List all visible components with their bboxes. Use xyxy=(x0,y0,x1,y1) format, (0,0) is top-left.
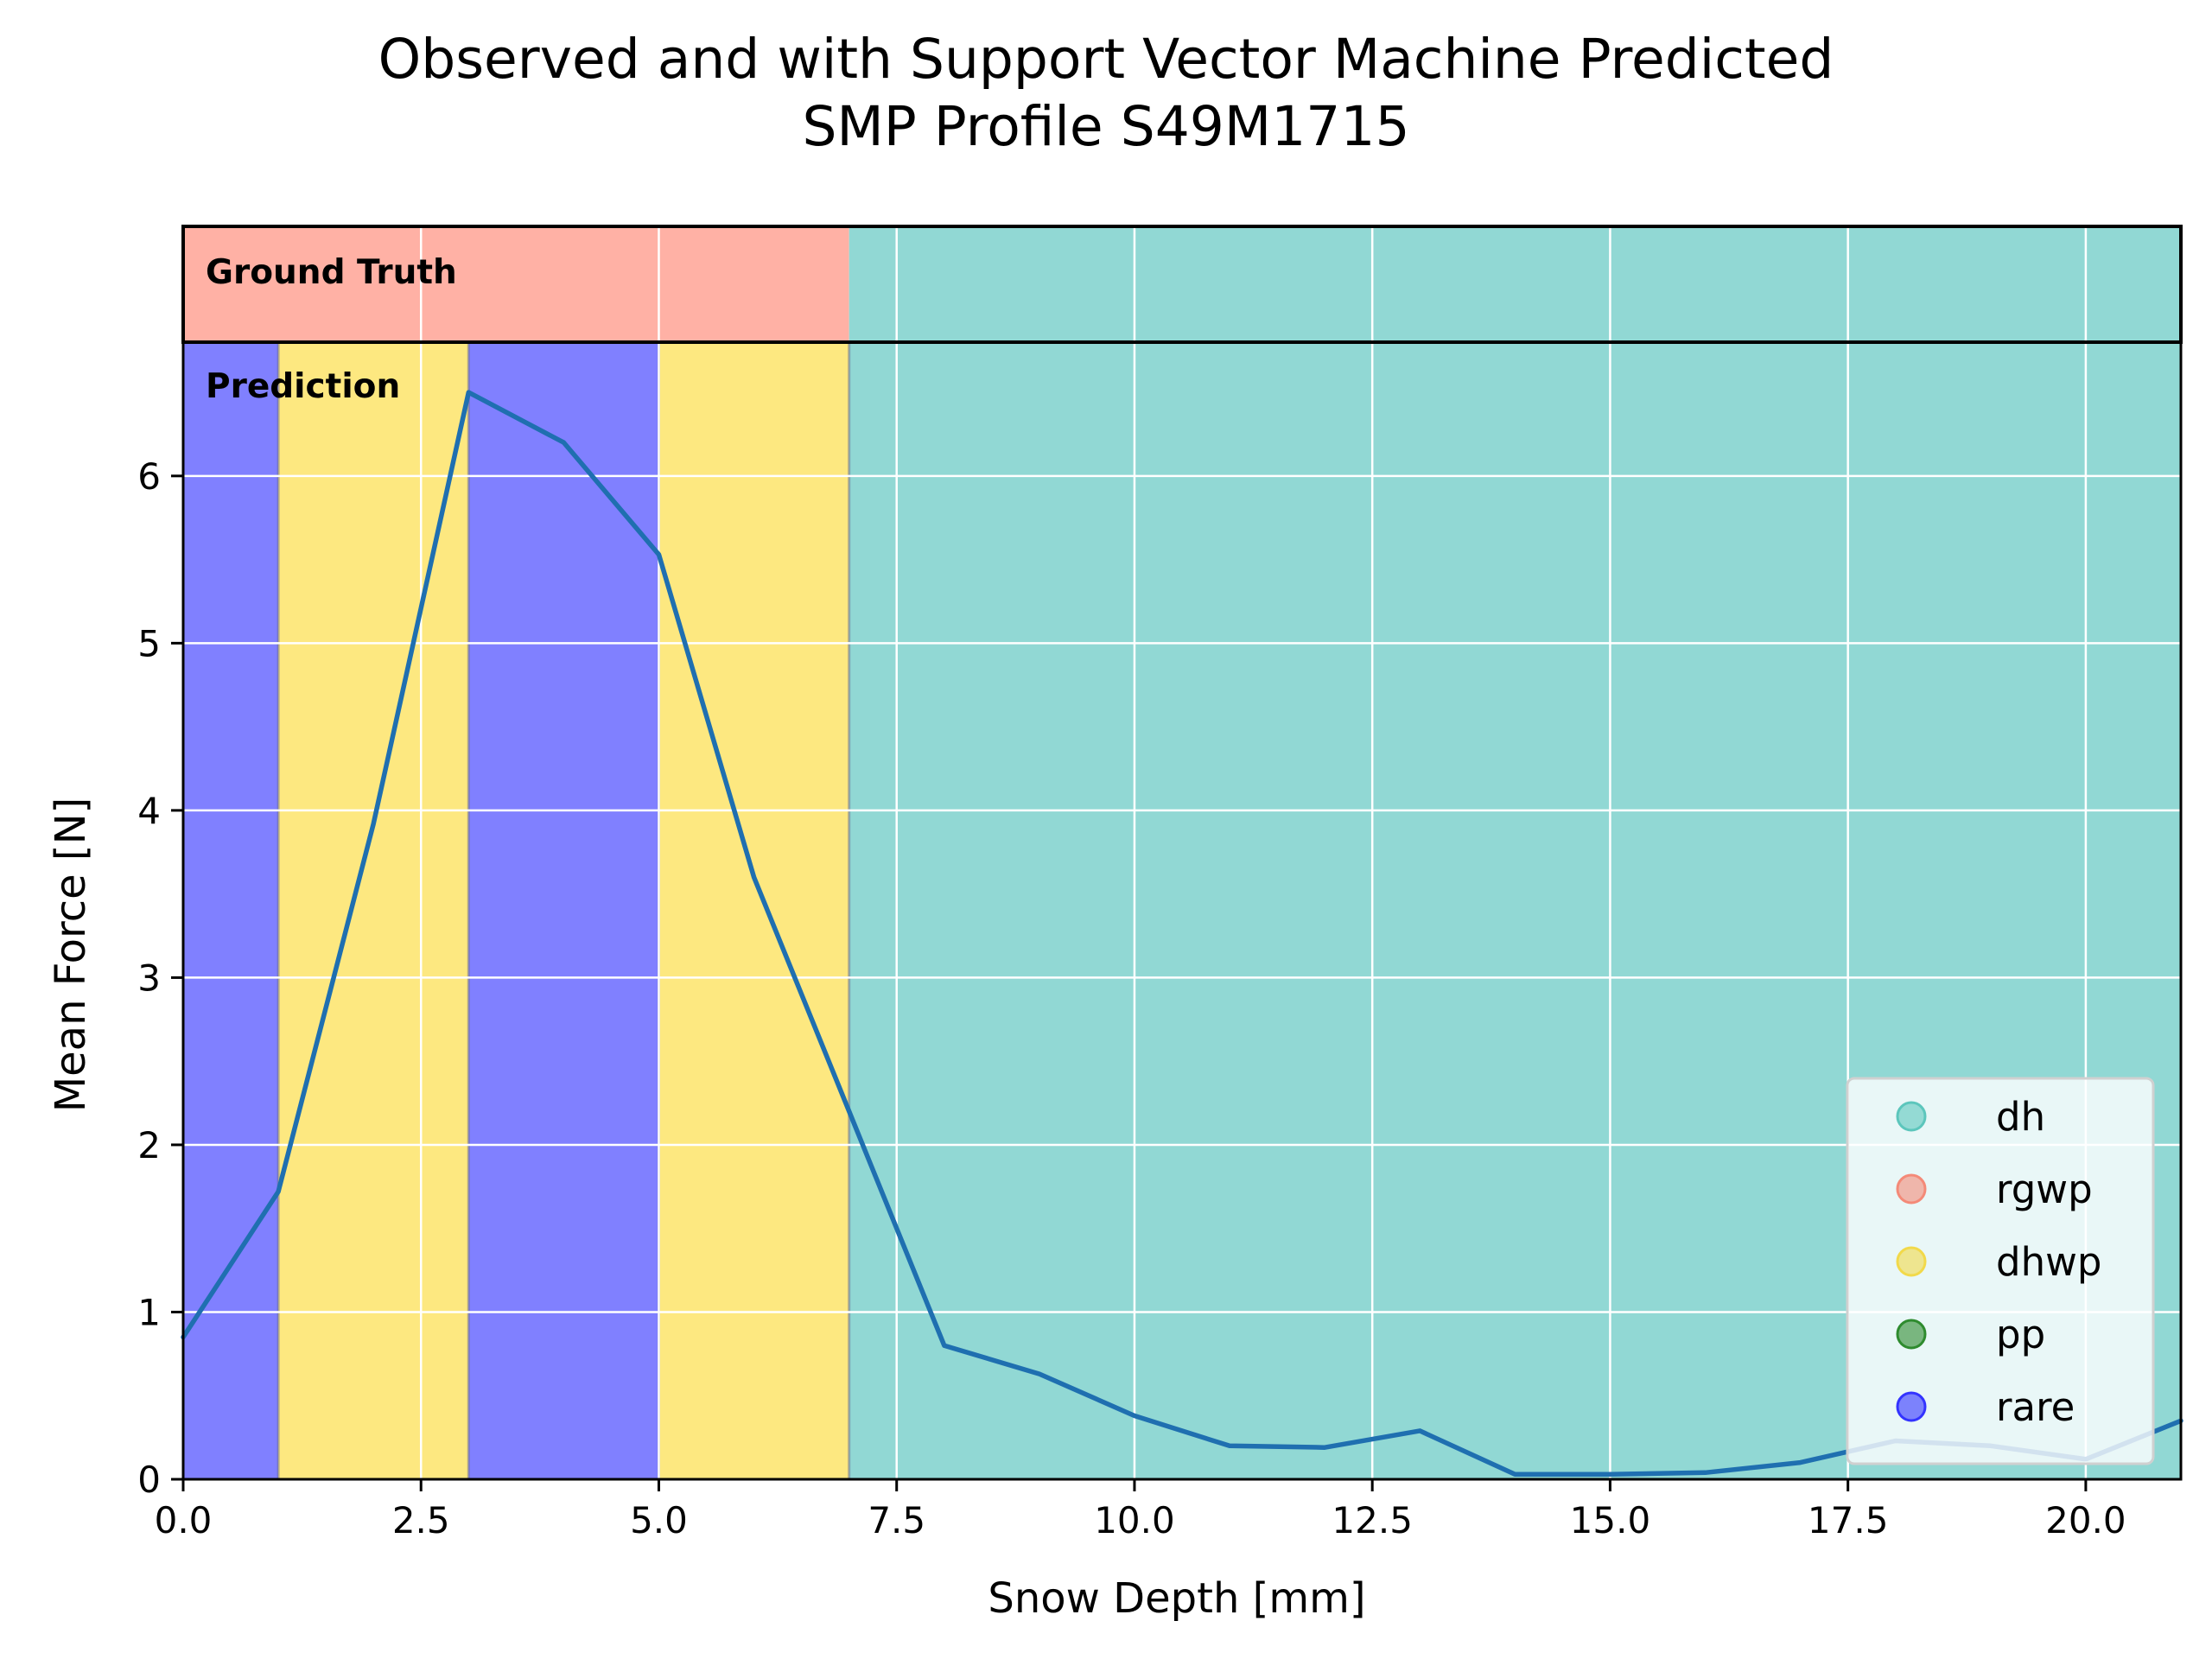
x-axis-label: Snow Depth [mm] xyxy=(988,1574,1365,1623)
prediction-band xyxy=(183,342,2181,1479)
legend-label-dhwp: dhwp xyxy=(1996,1239,2101,1285)
prediction-segment-rare xyxy=(468,342,659,1479)
ground-truth-label: Ground Truth xyxy=(206,253,457,292)
x-tick-label: 20.0 xyxy=(2045,1499,2126,1541)
plot-frame xyxy=(181,340,2183,1481)
y-tick-label: 2 xyxy=(137,1124,161,1166)
y-tick-label: 6 xyxy=(137,455,161,498)
legend-marker-rare xyxy=(1896,1391,1927,1422)
x-tick-label: 12.5 xyxy=(1332,1499,1413,1541)
y-tick-label: 1 xyxy=(137,1291,161,1333)
ground-truth-band xyxy=(183,226,2181,342)
legend-label-rare: rare xyxy=(1996,1384,2075,1430)
y-tick-label: 3 xyxy=(137,957,161,999)
ground-truth-segment-rgwp xyxy=(183,226,849,342)
x-tick-label: 10.0 xyxy=(1094,1499,1175,1541)
x-tick-label: 15.0 xyxy=(1570,1499,1651,1541)
ground-truth-segment-dh xyxy=(849,226,2181,342)
prediction-segment-rare xyxy=(183,342,279,1479)
legend-marker-dh xyxy=(1896,1101,1927,1132)
x-tick-label: 17.5 xyxy=(1808,1499,1889,1541)
x-tick-label: 2.5 xyxy=(392,1499,450,1541)
prediction-label: Prediction xyxy=(206,367,400,406)
prediction-segment-dhwp xyxy=(658,342,849,1479)
x-tick-label: 5.0 xyxy=(630,1499,688,1541)
y-tick-label: 4 xyxy=(137,790,161,832)
y-tick-label: 5 xyxy=(137,622,161,664)
axis-ticks: 0.0 2.5 5.0 7.5 10.0 12.5 15.0 17.5 20.0 0 1 2 3 4 5 6 xyxy=(137,455,2126,1541)
chart-subtitle: SMP Profile S49M1715 xyxy=(802,95,1409,158)
legend-label-rgwp: rgwp xyxy=(1996,1166,2093,1212)
legend: dh rgwp dhwp pp rare xyxy=(1846,1077,2155,1465)
x-tick-label: 7.5 xyxy=(868,1499,925,1541)
y-axis-label: Mean Force [N] xyxy=(47,798,95,1113)
plot-frames xyxy=(181,225,2183,1481)
legend-marker-rgwp xyxy=(1896,1173,1927,1205)
legend-box xyxy=(1846,1077,2155,1465)
legend-label-dh: dh xyxy=(1996,1094,2045,1140)
legend-label-pp: pp xyxy=(1996,1312,2045,1357)
legend-marker-dhwp xyxy=(1896,1246,1927,1277)
legend-marker-pp xyxy=(1896,1319,1927,1350)
x-tick-label: 0.0 xyxy=(155,1499,213,1541)
y-tick-label: 0 xyxy=(137,1459,161,1501)
chart-title: Observed and with Support Vector Machine… xyxy=(378,28,1834,91)
